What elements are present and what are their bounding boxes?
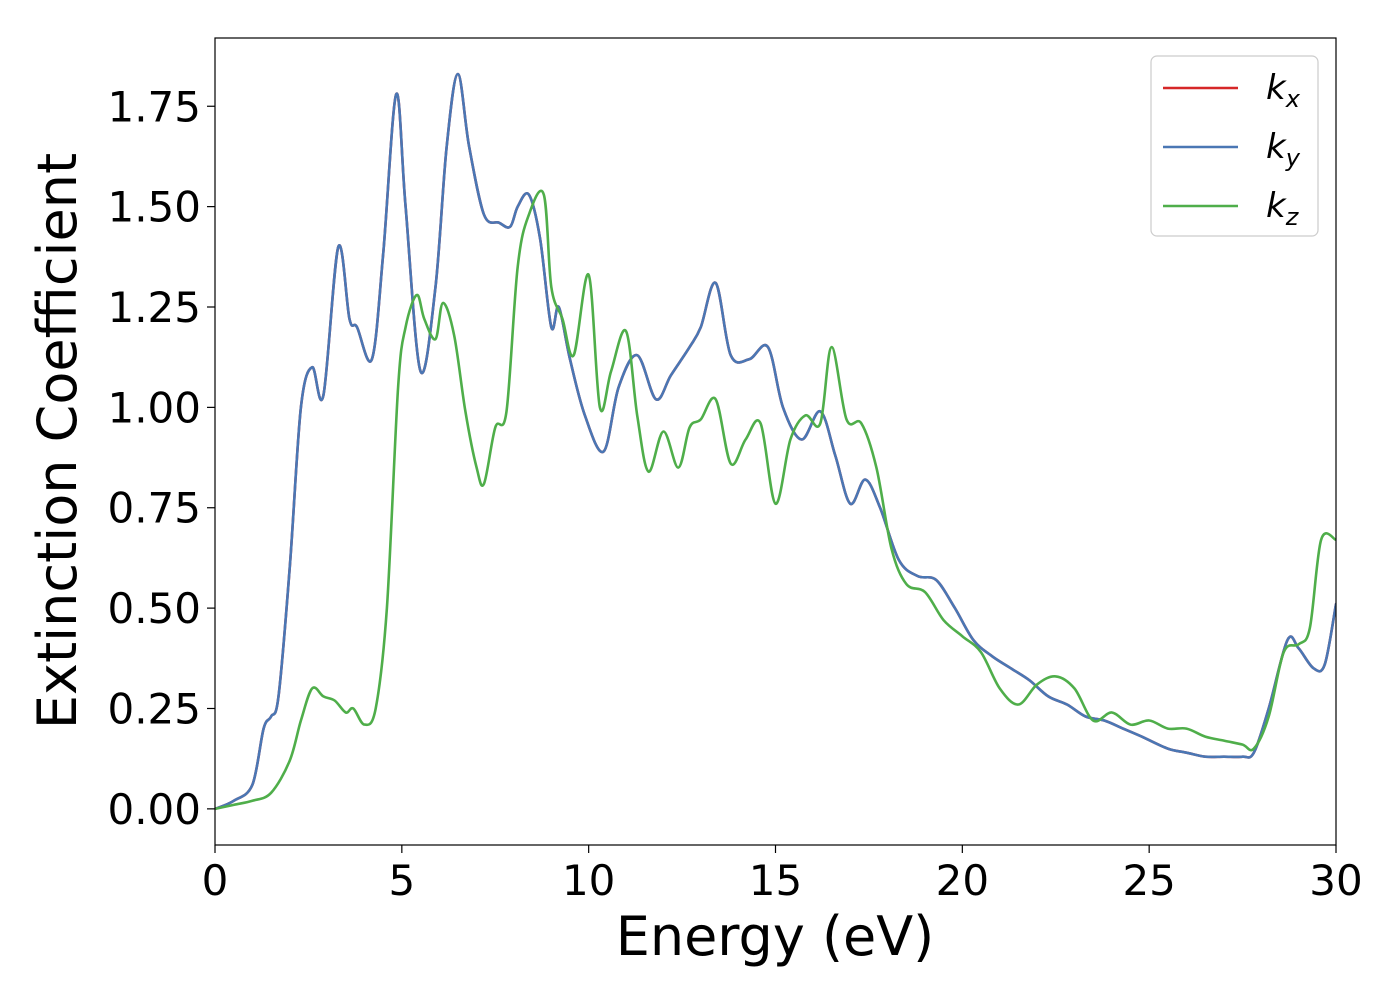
x-tick-label: 0	[202, 856, 229, 905]
y-tick-label: 0.25	[107, 684, 201, 733]
x-tick-label: 10	[562, 856, 615, 905]
legend-label-kz: kz	[1266, 186, 1300, 231]
y-tick-label: 0.50	[107, 584, 201, 633]
x-tick-label: 20	[936, 856, 989, 905]
x-axis-ticks: 0 5 10 15 20 25 30	[202, 845, 1363, 905]
y-tick-label: 1.50	[107, 183, 201, 232]
series-line-kz	[215, 189, 1336, 811]
y-axis-label: Extinction Coefficient	[26, 153, 89, 729]
plot-lines	[215, 72, 1336, 811]
legend-label-kx: kx	[1266, 68, 1301, 113]
legend: kx ky kz	[1150, 55, 1319, 237]
y-tick-label: 1.75	[107, 82, 201, 131]
legend-label-ky: ky	[1266, 127, 1301, 172]
y-tick-label: 0.75	[107, 484, 201, 533]
y-tick-label: 0.00	[107, 785, 201, 834]
x-tick-label: 25	[1122, 856, 1175, 905]
x-tick-label: 15	[749, 856, 802, 905]
x-tick-label: 30	[1309, 856, 1362, 905]
x-axis-label: Energy (eV)	[616, 905, 935, 968]
series-line-ky	[215, 72, 1336, 811]
y-axis-ticks: 0.00 0.25 0.50 0.75 1.00 1.25 1.50 1.75	[107, 82, 215, 834]
y-tick-label: 1.25	[107, 283, 201, 332]
y-tick-label: 1.00	[107, 383, 201, 432]
x-tick-label: 5	[388, 856, 415, 905]
